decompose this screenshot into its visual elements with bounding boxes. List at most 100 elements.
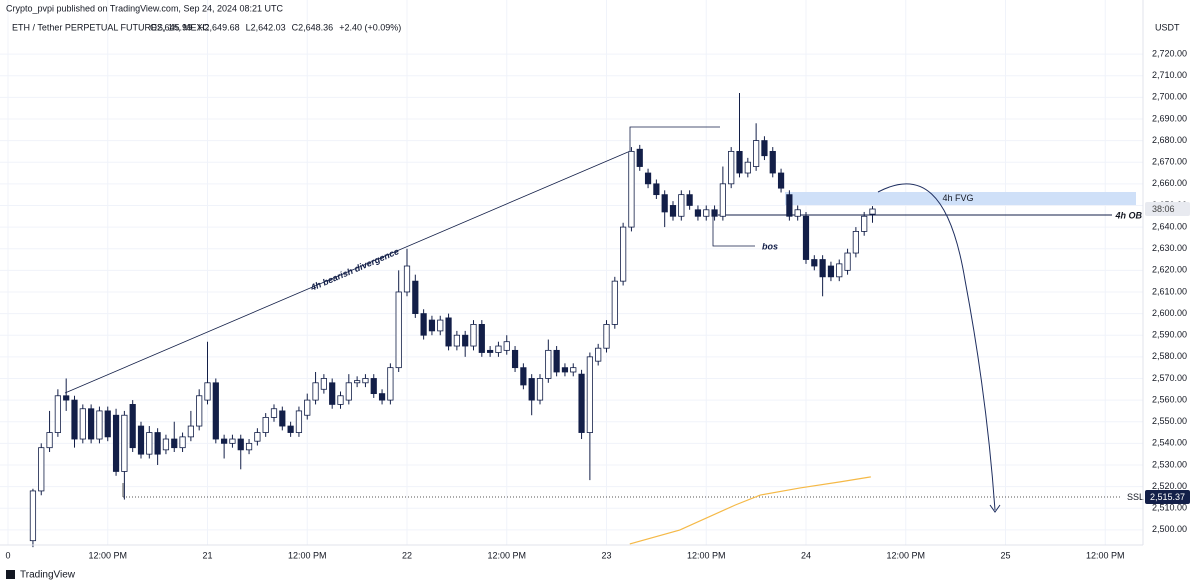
candle-body <box>669 205 677 217</box>
divergence-line <box>64 151 629 394</box>
candle-body <box>154 432 161 455</box>
y-tick-label: 2,680.00 <box>1152 135 1187 145</box>
candle-body <box>270 408 278 418</box>
candle-body <box>686 194 693 206</box>
x-tick-label: 12:00 PM <box>886 550 925 560</box>
candle-body <box>678 194 685 217</box>
candle-body <box>354 380 361 384</box>
projection-arrow <box>877 183 996 511</box>
x-tick-label: 12:00 PM <box>487 550 526 560</box>
candle-body <box>844 252 851 271</box>
unit-label: USDT <box>1155 22 1180 32</box>
candle-body <box>536 378 544 401</box>
y-tick-label: 2,530.00 <box>1152 459 1187 469</box>
ohlc-value: C2,648.36 <box>292 22 334 32</box>
candle-body <box>545 349 552 379</box>
candle-body <box>137 425 145 455</box>
y-tick-label: 2,720.00 <box>1152 48 1187 58</box>
candle-body <box>403 265 411 293</box>
y-tick-label: 2,580.00 <box>1152 351 1187 361</box>
marks <box>29 92 876 548</box>
candle-body <box>395 291 402 369</box>
candle-body <box>295 410 303 433</box>
high-bracket <box>629 126 720 152</box>
y-tick-label: 2,570.00 <box>1152 373 1187 383</box>
candle-body <box>528 378 535 401</box>
y-tick-label: 2,660.00 <box>1152 178 1187 188</box>
candle-body <box>337 395 344 405</box>
candle-body <box>561 367 569 373</box>
candle-body <box>487 349 494 353</box>
candle-body <box>470 324 477 347</box>
candle-body <box>46 432 53 449</box>
candle-body <box>54 395 61 433</box>
candle-body <box>711 209 718 217</box>
divergence-label: 4h bearish divergence <box>308 246 400 293</box>
candle-body <box>861 215 868 232</box>
candle-body <box>428 319 436 332</box>
candle-body <box>38 447 45 492</box>
candle-body <box>104 410 111 438</box>
candle-body <box>769 150 776 174</box>
candle-body <box>112 414 120 472</box>
candle-body <box>836 263 843 278</box>
candle-body <box>162 438 170 451</box>
candle-body <box>761 140 768 157</box>
candle-body <box>171 438 178 449</box>
x-tick-label: 12:00 PM <box>687 550 726 560</box>
x-tick-label: 0 <box>5 550 10 560</box>
y-tick-label: 2,620.00 <box>1152 265 1187 275</box>
candle-body <box>412 280 419 314</box>
candle-body <box>88 408 95 440</box>
y-tick-label: 2,640.00 <box>1152 221 1187 231</box>
candle-body <box>254 432 261 442</box>
candle-body <box>802 215 810 260</box>
candle-body <box>794 209 801 217</box>
symbol-title: ETH / Tether PERPETUAL FUTURES, 1h, MEXC <box>12 22 210 32</box>
y-tick-label: 2,560.00 <box>1152 394 1187 404</box>
candle-body <box>312 382 319 401</box>
candle-body <box>603 324 610 349</box>
countdown-tag <box>1145 202 1190 216</box>
bos-label: bos <box>762 241 778 251</box>
x-tick-label: 25 <box>1000 550 1010 560</box>
y-tick-label: 2,610.00 <box>1152 286 1187 296</box>
brand: TradingView <box>20 570 76 581</box>
candle-body <box>811 259 818 267</box>
x-tick-label: 12:00 PM <box>1086 550 1125 560</box>
candle-body <box>827 265 835 278</box>
candle-body <box>262 417 269 433</box>
y-tick-label: 2,690.00 <box>1152 113 1187 123</box>
candle-body <box>852 231 859 254</box>
candle-body <box>628 150 635 228</box>
candle-body <box>728 150 735 185</box>
countdown: 38:06 <box>1152 204 1175 214</box>
candle-body <box>819 259 826 278</box>
candle-body <box>129 404 136 449</box>
candle-body <box>79 408 86 440</box>
candle-body <box>736 150 743 174</box>
y-tick-label: 2,590.00 <box>1152 330 1187 340</box>
ohlc-value: +2.40 (+0.09%) <box>339 22 401 32</box>
candle-body <box>204 382 211 401</box>
logo <box>6 570 15 579</box>
candle-body <box>329 382 336 405</box>
x-tick-label: 12:00 PM <box>88 550 127 560</box>
candle-body <box>445 317 452 347</box>
candle-body <box>237 438 244 451</box>
arrow-head <box>989 504 1001 513</box>
candle-body <box>362 378 369 384</box>
moving-average <box>629 476 871 545</box>
y-tick-label: 2,520.00 <box>1152 481 1187 491</box>
candle-body <box>287 425 294 433</box>
candle-body <box>462 334 469 347</box>
candle-body <box>744 161 751 174</box>
candle-body <box>703 209 710 217</box>
candle-body <box>570 367 577 373</box>
candle-body <box>777 172 785 189</box>
candle-body <box>387 367 394 401</box>
candle-body <box>694 209 702 217</box>
y-tick-label: 2,630.00 <box>1152 243 1187 253</box>
